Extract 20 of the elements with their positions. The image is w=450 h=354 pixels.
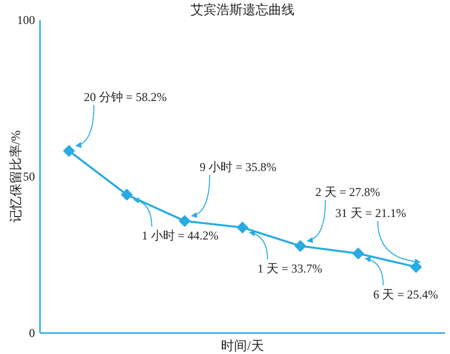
data-label: 9 小时 = 35.8% — [200, 160, 276, 174]
chart-title: 艾宾浩斯遗忘曲线 — [190, 2, 294, 17]
data-label: 1 小时 = 44.2% — [142, 228, 219, 243]
y-axis-title: 记忆保留比率/% — [8, 130, 23, 223]
point — [294, 240, 306, 252]
y-tick-label: 50 — [23, 170, 35, 184]
data-label: 6 天 = 25.4% — [373, 288, 438, 302]
point — [62, 144, 75, 157]
point — [410, 260, 422, 273]
data-label: 2 天 = 27.8% — [315, 184, 380, 199]
point — [178, 214, 191, 227]
data-label: 31 天 = 21.1% — [335, 206, 406, 220]
x-axis-title: 时间/天 — [221, 338, 264, 353]
point — [352, 248, 364, 260]
data-label: 20 分钟 = 58.2% — [84, 90, 167, 104]
point — [120, 188, 133, 201]
data-label: 1 天 = 33.7% — [258, 262, 322, 276]
point — [236, 222, 248, 234]
y-tick-label: 0 — [29, 326, 35, 340]
y-tick-label: 100 — [17, 13, 35, 27]
